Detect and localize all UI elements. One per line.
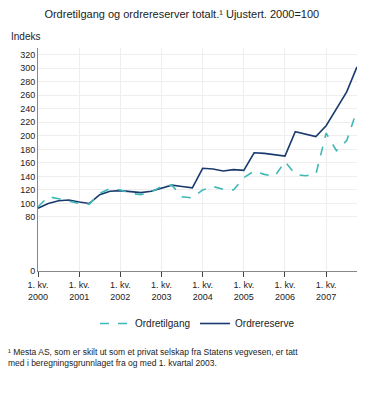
svg-text:260: 260 — [20, 90, 35, 100]
svg-text:1. kv.2006: 1. kv.2006 — [275, 280, 296, 302]
svg-text:160: 160 — [20, 158, 35, 168]
svg-text:300: 300 — [20, 63, 35, 73]
svg-text:320: 320 — [20, 50, 35, 60]
svg-text:240: 240 — [20, 104, 35, 114]
svg-text:180: 180 — [20, 145, 35, 155]
svg-text:¹ Mesta AS, som er skilt ut so: ¹ Mesta AS, som er skilt ut som et priva… — [8, 347, 298, 368]
svg-text:Ordrereserve: Ordrereserve — [235, 318, 294, 329]
svg-text:200: 200 — [20, 131, 35, 141]
svg-text:1. kv.2001: 1. kv.2001 — [69, 280, 90, 302]
svg-text:280: 280 — [20, 77, 35, 87]
svg-text:Ordretilgang og ordrereserver: Ordretilgang og ordrereserver totalt.¹ U… — [44, 8, 319, 20]
svg-text:220: 220 — [20, 117, 35, 127]
svg-text:1. kv.2002: 1. kv.2002 — [110, 280, 131, 302]
svg-text:120: 120 — [20, 185, 35, 195]
svg-text:1. kv.2003: 1. kv.2003 — [151, 280, 172, 302]
svg-text:100: 100 — [20, 199, 35, 209]
svg-text:Indeks: Indeks — [11, 31, 40, 42]
svg-text:1. kv.2005: 1. kv.2005 — [233, 280, 254, 302]
svg-text:80: 80 — [25, 212, 35, 222]
svg-text:1. kv.2004: 1. kv.2004 — [192, 280, 213, 302]
svg-text:140: 140 — [20, 172, 35, 182]
svg-text:Ordretilgang: Ordretilgang — [135, 318, 190, 329]
svg-text:1. kv.2007: 1. kv.2007 — [316, 280, 337, 302]
svg-text:1. kv.2000: 1. kv.2000 — [28, 280, 49, 302]
svg-text:0: 0 — [30, 266, 35, 276]
